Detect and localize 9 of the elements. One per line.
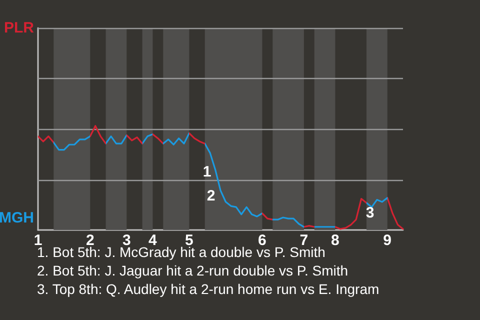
x-tick-label: 8 [331,232,340,249]
text: 3. Top 8th: Q. Audley hit a 2-run home run vs E. Ingram [37,281,380,297]
text: MGH [0,210,34,226]
annotation: 2 [206,188,216,204]
x-tick-label: 9 [383,232,392,249]
text: PLR [4,20,34,36]
annotation: 1 [202,164,212,180]
annotation: 3 [366,204,374,222]
text: 2. Bot 5th: J. Jaguar hit a 2-run double vs P. Smith [37,262,348,278]
